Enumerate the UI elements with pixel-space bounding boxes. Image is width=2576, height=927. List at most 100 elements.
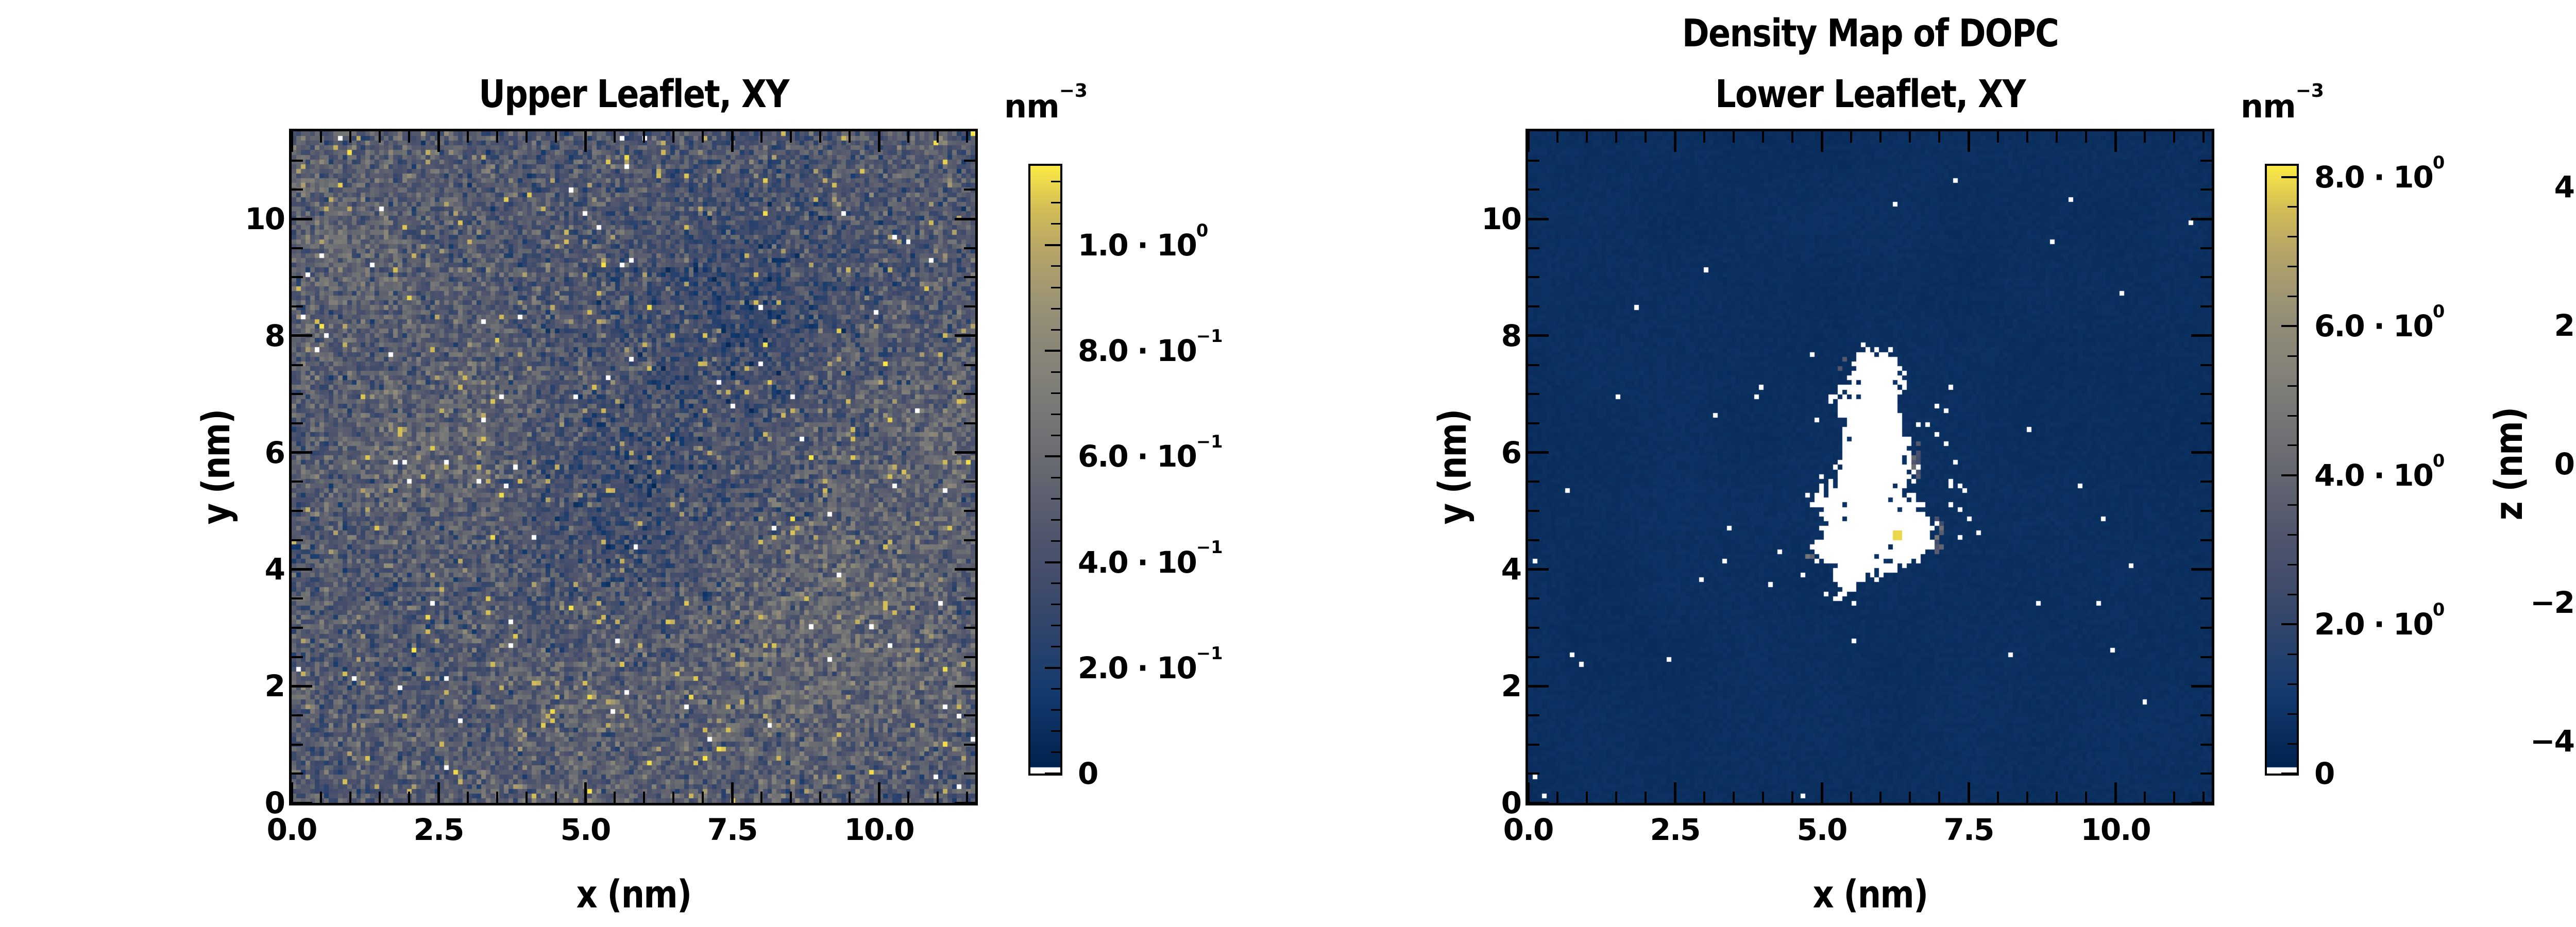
colorbar-minor-tick [2287,415,2297,417]
tick-mark [349,792,351,803]
tick-mark [437,131,440,152]
tick-mark [2200,422,2212,424]
plot-area [1526,129,2214,805]
colorbar-tick-mark [1045,561,1060,563]
y-tick-label: 0 [264,785,285,820]
tick-mark [2202,131,2205,143]
tick-mark [2173,131,2176,143]
tick-mark [2056,792,2058,803]
tick-mark [760,792,763,803]
y-tick-label: 8 [264,318,285,353]
colorbar-minor-tick [1051,709,1060,711]
colorbar-tick-mark [2281,474,2297,476]
colorbar-tick-mark [1045,455,1060,458]
tick-mark [2026,792,2029,803]
tick-mark [2114,131,2117,152]
colorbar-minor-tick [2287,594,2297,595]
tick-mark [2191,568,2212,571]
tick-mark [955,684,975,688]
colorbar-tick-mark [2281,772,2297,775]
tick-mark [1673,131,1676,152]
tick-mark [1528,217,1549,220]
tick-mark [1615,792,1617,803]
tick-mark [1528,422,1539,424]
colorbar-gradient [1030,166,1060,774]
tick-mark [496,131,498,143]
colorbar-unit-label: nm−3 [1004,80,1088,125]
tick-mark [292,684,312,688]
tick-mark [1615,131,1617,143]
exponent: 0 [2432,301,2445,322]
tick-mark [292,364,303,366]
colorbar-tick-mark [2281,325,2297,328]
tick-mark [1528,510,1539,512]
tick-mark [614,792,616,803]
colorbar-tick-mark [1045,666,1060,669]
colorbar-tick-label: 6.0 · 10−1 [1078,432,1223,474]
colorbar-tick-label: 6.0 · 100 [2314,301,2445,344]
tick-mark [2200,364,2212,366]
tick-mark [2200,510,2212,512]
tick-mark [292,597,303,600]
panel-lower-leaflet-xy: Lower Leaflet, XY y (nm) x (nm) nm−3 0.0… [1236,0,2473,927]
tick-mark [584,131,587,152]
tick-mark [292,276,303,279]
colorbar-minor-tick [1051,223,1060,225]
tick-mark [1528,276,1539,279]
tick-mark [1528,743,1539,746]
tick-mark [907,792,910,803]
tick-mark [790,131,792,143]
tick-mark [1879,131,1882,143]
panel-title: Lower Leaflet, XY [1715,72,2026,116]
tick-mark [849,792,851,803]
tick-mark [1528,393,1539,396]
tick-mark [955,334,975,337]
colorbar-minor-tick [1051,751,1060,753]
colorbar-tick-mark [1045,350,1060,352]
tick-mark [966,131,969,143]
tick-mark [292,393,303,396]
tick-mark [292,772,303,775]
tick-mark [1673,782,1676,803]
tick-mark [643,792,646,803]
tick-mark [2200,626,2212,629]
plot-area [289,129,978,805]
tick-mark [2173,792,2176,803]
tick-mark [292,217,312,220]
y-tick-label: 10 [1481,201,1522,237]
colorbar-minor-tick [1051,329,1060,331]
x-tick-label: 10.0 [844,812,914,847]
colorbar-minor-tick [2287,444,2297,447]
tick-mark [408,131,410,143]
tick-mark [964,305,975,308]
tick-mark [1703,131,1705,143]
y-tick-label: −2 [2530,585,2575,621]
tick-mark [1967,782,1970,803]
colorbar-minor-tick [2287,564,2297,566]
y-tick-label: 2 [264,668,285,704]
tick-mark [1879,792,1882,803]
colorbar-minor-tick [1051,540,1060,542]
colorbar-minor-tick [2287,713,2297,715]
x-axis-label: x (nm) [1812,872,1928,917]
tick-mark [292,656,303,658]
tick-mark [1645,792,1647,803]
colorbar-minor-tick [1051,604,1060,606]
tick-mark [1528,247,1539,249]
tick-mark [292,510,303,512]
x-tick-label: 10.0 [2080,812,2151,847]
figure-title: Density Map of DOPC [1682,11,2059,56]
tick-mark [1527,131,1530,152]
tick-mark [379,792,381,803]
tick-mark [1762,131,1764,143]
tick-mark [526,131,528,143]
exponent: −1 [1196,537,1223,558]
colorbar-minor-tick [1051,181,1060,183]
colorbar-unit-label: nm−3 [2241,80,2324,125]
tick-mark [379,131,381,143]
tick-mark [1528,188,1539,191]
tick-mark [467,131,469,143]
tick-mark [877,131,880,152]
tick-mark [1703,792,1705,803]
colorbar-tick-label: 4.0 · 10−1 [1078,537,1223,580]
